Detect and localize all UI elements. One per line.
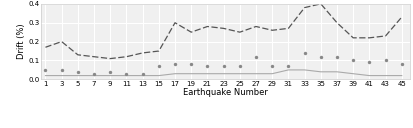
Point (188, 63, 194, 65)
Point (74, 71, 81, 73)
Point (155, 65, 162, 67)
Point (381, 59, 388, 62)
Point (204, 65, 210, 67)
Point (42, 69, 49, 71)
Point (397, 63, 404, 65)
Point (365, 61, 372, 63)
Point (349, 59, 356, 62)
Point (90, 73, 97, 75)
Point (139, 73, 146, 75)
Point (285, 65, 291, 67)
X-axis label: Earthquake Number: Earthquake Number (183, 88, 268, 97)
Point (317, 56, 323, 58)
Point (333, 56, 339, 58)
Point (107, 71, 113, 73)
Y-axis label: Drift (%): Drift (%) (17, 24, 26, 59)
Point (236, 65, 242, 67)
Point (171, 63, 178, 65)
Point (220, 65, 226, 67)
Point (123, 73, 129, 75)
Point (268, 65, 275, 67)
Point (252, 56, 259, 58)
Legend: NLTH, QDN (lower bounds), QDN (upper bounds): NLTH, QDN (lower bounds), QDN (upper bou… (99, 125, 351, 128)
Point (58, 69, 65, 71)
Point (301, 52, 307, 54)
